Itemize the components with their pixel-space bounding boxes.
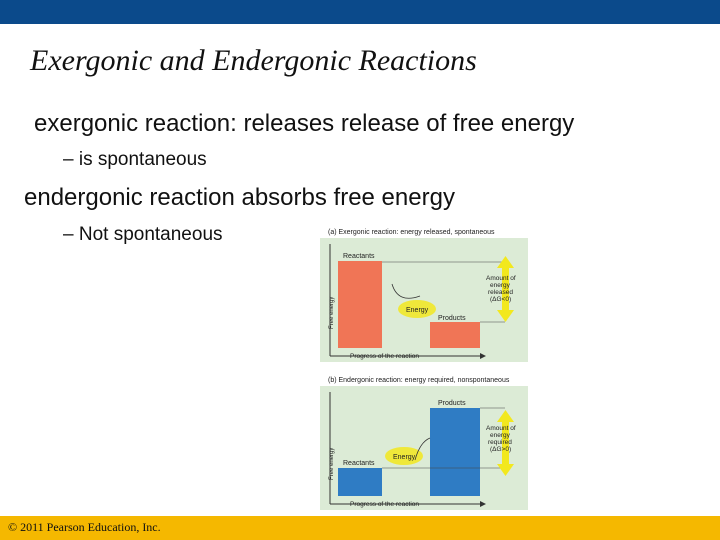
panel-a-energy-glow (398, 300, 436, 318)
panel-a-delta-arrow-shaft (502, 266, 509, 312)
panel-a-amount-2: energy (490, 282, 511, 289)
panel-a-release-arrow (391, 283, 421, 299)
panel-b-x-arrowhead (480, 501, 486, 507)
panel-a-x-label: Progress of the reaction (350, 353, 419, 360)
panel-b-products-bar (430, 408, 480, 496)
panel-b-amount-4: (ΔG>0) (490, 446, 511, 453)
exergonic-bullet: exergonic reaction: releases release of … (34, 110, 574, 138)
panel-a-products-bar (430, 322, 480, 348)
endergonic-desc: absorbs free energy (241, 184, 455, 211)
panel-a-y-label: Free energy (329, 297, 335, 329)
panel-a-amount-3: released (488, 289, 513, 296)
panel-b-heading: (b) Endergonic reaction: energy required… (328, 377, 510, 384)
panel-b-amount-2: energy (490, 432, 511, 439)
panel-a-x-arrowhead (480, 353, 486, 359)
panel-a-products-label: Products (438, 315, 466, 322)
energy-diagram-figure: (a) Exergonic reaction: energy released,… (320, 224, 530, 514)
top-bar (0, 0, 720, 24)
panel-a-amount-4: (ΔG<0) (490, 296, 511, 303)
endergonic-term: endergonic reaction (24, 184, 235, 211)
bottom-bar: © 2011 Pearson Education, Inc. (0, 516, 720, 540)
panel-b-y-label: Free energy (329, 448, 335, 480)
panel-a-delta-arrow-head (497, 310, 514, 322)
panel-b-energy-label: Energy (393, 454, 416, 461)
copyright-notice: © 2011 Pearson Education, Inc. (8, 520, 161, 534)
panel-b-delta-arrow-shaft (502, 420, 509, 466)
exergonic-term: exergonic reaction: (34, 110, 237, 137)
exergonic-sub-bullet: – is spontaneous (63, 149, 207, 170)
panel-b-reactants-bar (338, 468, 382, 496)
panel-b-amount-1: Amount of (486, 425, 516, 432)
panel-b-absorb-arrow (414, 437, 431, 461)
panel-b-reactants-label: Reactants (343, 460, 375, 467)
panel-a-heading: (a) Exergonic reaction: energy released,… (328, 229, 495, 236)
panel-a-reactants-label: Reactants (343, 253, 375, 260)
panel-b-energy-glow (385, 447, 423, 465)
panel-b-delta-arrow-tail (497, 464, 514, 476)
panel-a-delta-arrow-tail (497, 256, 514, 268)
panel-b-x-label: Progress of the reaction (350, 501, 419, 508)
energy-diagram-svg: (a) Exergonic reaction: energy released,… (320, 229, 528, 510)
slide-title: Exergonic and Endergonic Reactions (30, 44, 477, 77)
exergonic-desc: releases release of free energy (243, 110, 575, 137)
panel-a-reactants-bar (338, 261, 382, 348)
endergonic-sub-bullet: – Not spontaneous (63, 224, 223, 245)
panel-b-products-label: Products (438, 400, 466, 407)
panel-b-amount-3: required (488, 439, 512, 446)
endergonic-bullet: endergonic reaction absorbs free energy (24, 184, 455, 212)
panel-b-delta-arrow-head (497, 410, 514, 422)
panel-a-energy-label: Energy (406, 307, 429, 314)
panel-a-amount-1: Amount of (486, 275, 516, 282)
